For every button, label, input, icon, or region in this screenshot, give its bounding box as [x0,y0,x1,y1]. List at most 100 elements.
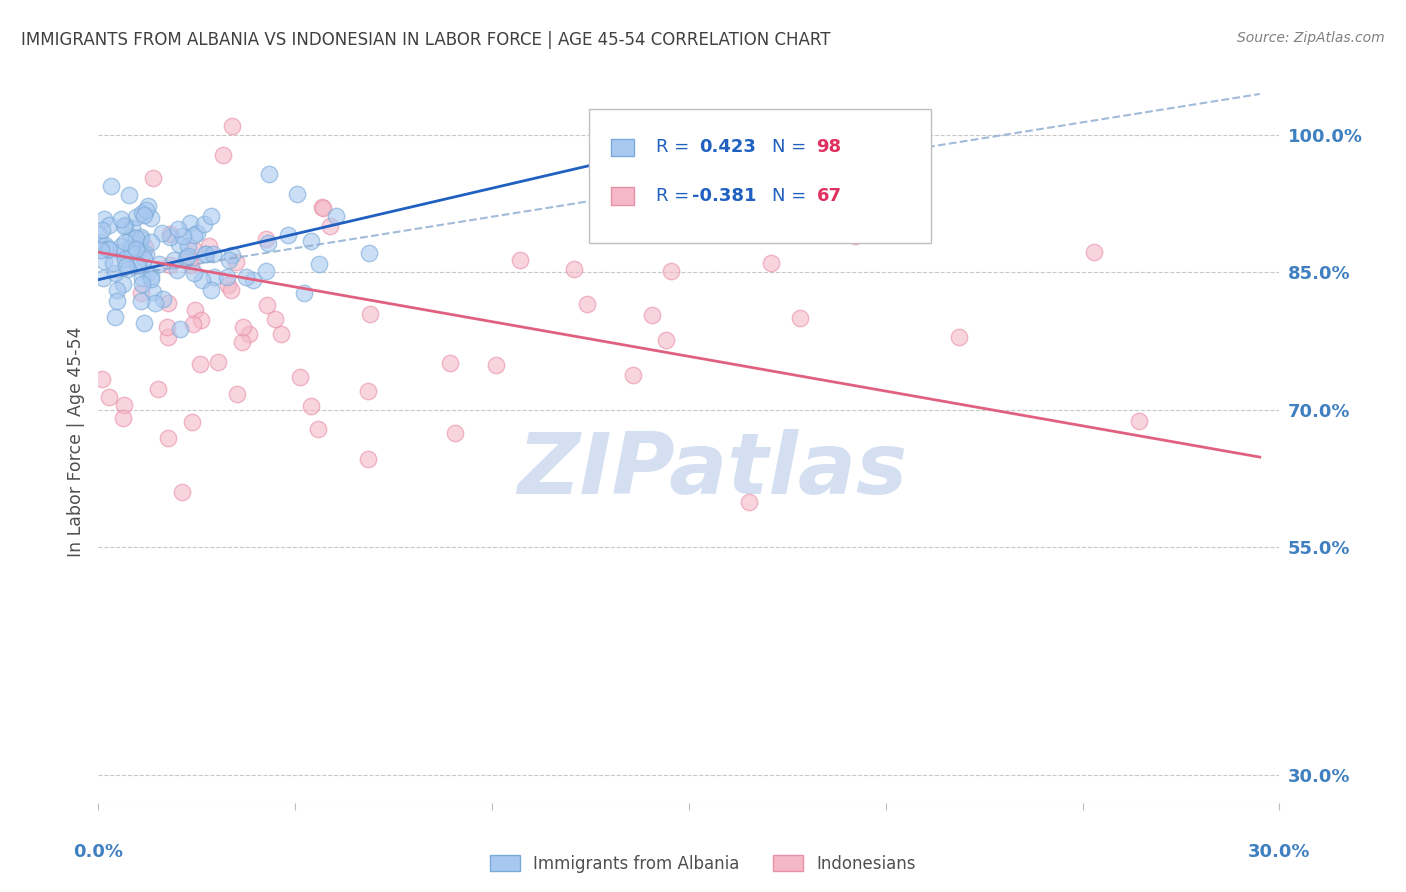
Point [91,223,114,237]
Point [299,399,322,413]
Point [181,415,204,429]
Point [118,188,141,202]
Point [789,311,811,326]
Point [270,326,292,341]
Point [167,236,190,251]
Point [1128,414,1150,428]
Point [131,277,153,292]
Point [169,321,191,335]
Point [325,209,347,223]
Point [225,387,247,401]
Point [200,210,222,224]
Point [167,222,190,236]
Point [443,425,465,440]
Point [110,239,132,253]
Point [97,242,120,256]
Point [638,147,661,161]
Point [623,156,645,170]
Point [212,148,235,162]
Point [194,247,217,261]
Point [484,359,506,373]
Point [180,258,202,272]
Point [120,244,142,259]
Point [254,232,277,246]
Point [131,206,153,220]
Point [221,119,243,133]
Point [152,293,174,307]
Point [307,422,329,436]
Text: 0.423: 0.423 [700,138,756,156]
Point [129,232,152,246]
Point [256,298,278,312]
Point [134,252,156,266]
Point [90,244,112,258]
Point [120,230,142,244]
Point [217,269,239,284]
Point [183,243,205,257]
Point [201,247,224,261]
Point [125,231,148,245]
Point [202,269,225,284]
Point [110,245,132,260]
Point [575,297,598,311]
Point [127,259,149,273]
Point [357,451,380,466]
Point [97,218,120,232]
Point [179,215,201,229]
Point [125,210,148,224]
Point [257,168,280,182]
Point [172,229,194,244]
Text: 67: 67 [817,187,842,205]
Point [217,278,239,293]
Point [93,254,115,268]
Point [134,240,156,254]
Point [94,237,117,252]
Point [97,242,120,256]
Point [308,257,330,271]
Point [288,370,311,384]
Point [135,203,157,218]
Point [104,266,127,280]
Point [159,227,181,242]
Point [114,252,136,267]
Point [156,320,179,334]
Point [621,368,644,382]
Point [564,262,586,277]
Point [139,235,162,249]
Point [198,239,221,253]
Point [219,283,242,297]
Point [89,235,111,249]
Point [129,230,152,244]
Point [107,294,129,309]
Point [105,284,128,298]
Point [93,212,115,227]
Point [156,295,179,310]
Point [98,390,121,404]
Point [148,257,170,271]
Point [127,257,149,271]
Point [311,200,333,214]
Point [312,201,335,215]
FancyBboxPatch shape [612,139,634,156]
Y-axis label: In Labor Force | Age 45-54: In Labor Force | Age 45-54 [66,326,84,557]
Point [117,262,139,277]
Point [319,219,342,233]
Point [129,293,152,308]
Point [132,246,155,260]
Point [184,302,207,317]
Point [166,263,188,277]
Point [131,270,153,285]
Point [104,310,127,325]
Point [135,247,157,261]
Point [134,207,156,221]
Point [156,330,179,344]
Point [710,119,733,133]
Point [148,382,170,396]
Point [232,320,254,334]
Point [177,239,200,253]
Point [359,307,381,321]
Text: R =: R = [655,138,695,156]
Point [110,212,132,227]
Point [221,248,243,262]
Point [121,221,143,235]
